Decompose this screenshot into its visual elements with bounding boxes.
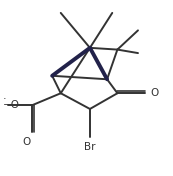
Text: O: O xyxy=(22,137,31,147)
Text: −O: −O xyxy=(2,100,19,111)
Text: ·: · xyxy=(2,95,6,105)
Text: O: O xyxy=(150,88,158,98)
Text: Br: Br xyxy=(84,142,96,152)
